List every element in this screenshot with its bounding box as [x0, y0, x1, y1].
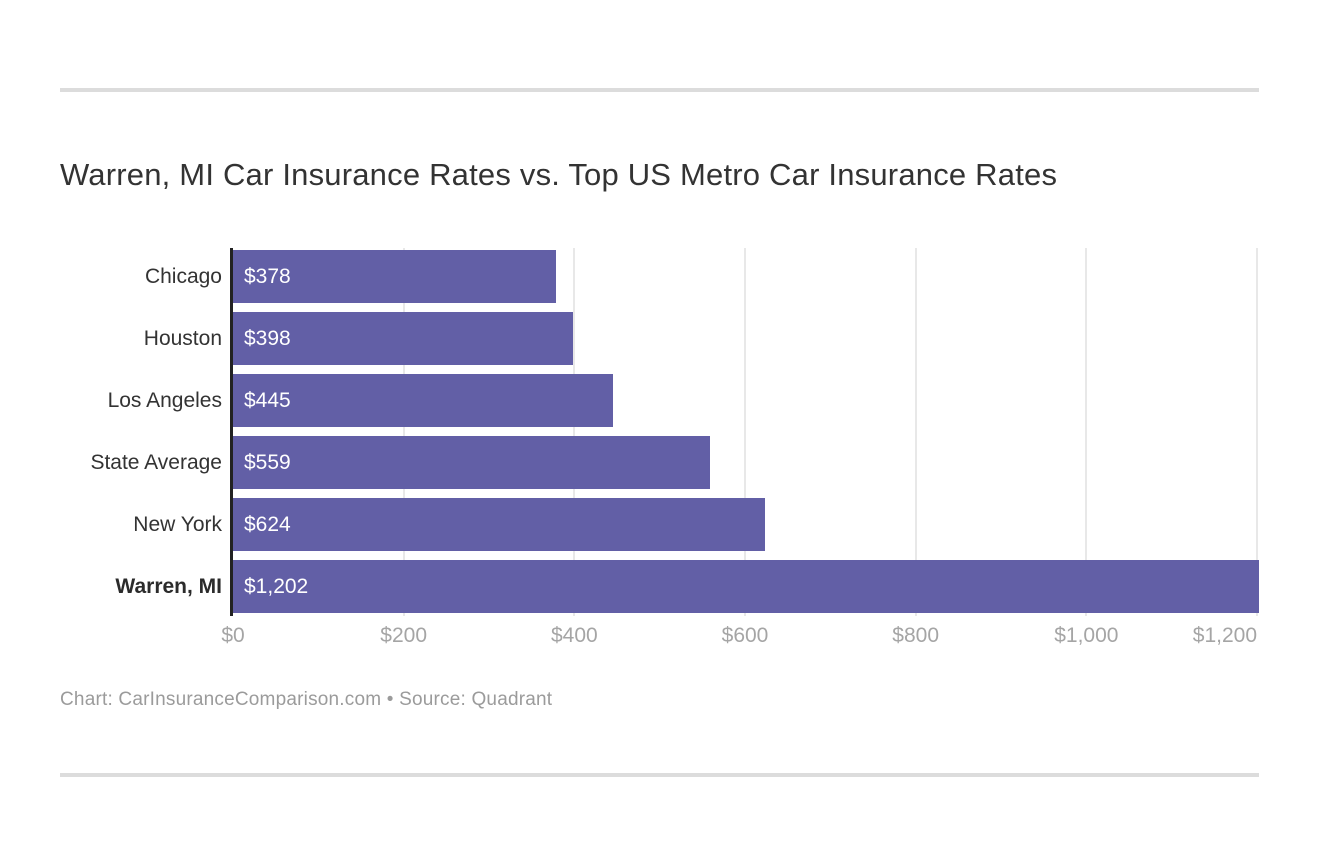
bar-value-label: $559	[244, 450, 291, 474]
category-label: Houston	[143, 326, 222, 350]
category-label: Warren, MI	[115, 574, 222, 598]
chart-title: Warren, MI Car Insurance Rates vs. Top U…	[60, 157, 1058, 192]
y-axis-line	[230, 248, 233, 616]
x-axis-tick-labels: $0 $200 $400 $600 $800 $1,000 $1,200	[0, 624, 1320, 654]
category-label: State Average	[90, 450, 222, 474]
bar: $1,202	[233, 560, 1259, 613]
bar: $398	[233, 312, 573, 365]
gridline	[744, 248, 746, 616]
gridline	[914, 248, 917, 616]
x-tick-label: $800	[892, 624, 940, 647]
x-tick-label: $0	[221, 624, 245, 647]
bar: $378	[233, 250, 556, 303]
bar: $445	[233, 374, 613, 427]
bar-value-label: $445	[244, 388, 291, 412]
gridline	[1256, 248, 1258, 616]
bar-value-label: $624	[244, 512, 291, 536]
category-label: New York	[133, 512, 222, 536]
plot-area: $378 $398 $445 $559 $624 $1,202	[230, 248, 1259, 616]
x-tick-label: $1,000	[1054, 624, 1119, 647]
x-tick-label: $400	[550, 624, 598, 647]
category-label: Chicago	[144, 264, 222, 288]
top-divider	[60, 88, 1259, 92]
bottom-divider	[60, 773, 1259, 777]
bar-chart: Chicago Houston Los Angeles State Average Ne…	[0, 248, 1320, 648]
category-label: Los Angeles	[107, 388, 222, 412]
bar: $624	[233, 498, 766, 551]
gridline	[402, 248, 405, 616]
bar-value-label: $1,202	[244, 574, 309, 598]
chart-footnote: Chart: CarInsuranceComparison.com • Sour…	[60, 689, 553, 710]
bar-value-label: $398	[244, 326, 291, 350]
bar-value-label: $378	[244, 264, 291, 288]
bar: $559	[233, 436, 710, 489]
category-axis-labels: Chicago Houston Los Angeles State Average Ne…	[0, 248, 222, 616]
x-tick-label: $600	[721, 624, 769, 647]
gridline	[573, 248, 576, 616]
x-tick-label: $1,200	[1192, 624, 1257, 647]
x-tick-label: $200	[380, 624, 428, 647]
gridline	[1085, 248, 1088, 616]
